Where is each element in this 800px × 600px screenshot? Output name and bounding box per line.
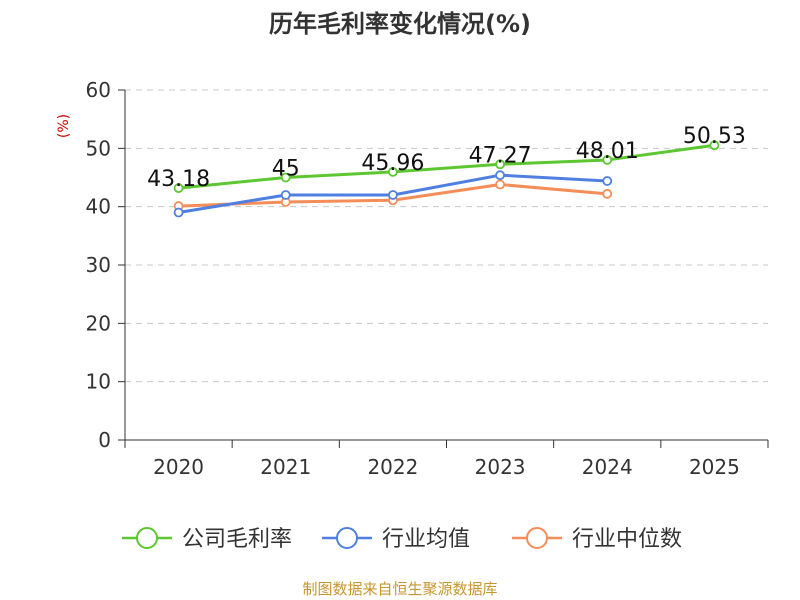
- chart-title: 历年毛利率变化情况(%): [269, 10, 531, 38]
- y-tick-label: 10: [86, 370, 111, 394]
- y-tick-label: 30: [86, 253, 111, 277]
- data-point[interactable]: [495, 179, 505, 190]
- legend[interactable]: 公司毛利率 行业均值 行业中位数: [122, 527, 682, 552]
- legend-item-2[interactable]: 行业中位数: [512, 527, 682, 552]
- legend-label: 行业中位数: [572, 527, 682, 552]
- legend-item-1[interactable]: 行业均值: [322, 527, 470, 552]
- y-tick-label: 50: [86, 136, 111, 160]
- axes: 0 10 20 30 40 50 60 2020 2021 2022 2023 2024 2025: [86, 78, 769, 479]
- x-tick-label: 2022: [367, 455, 418, 479]
- x-tick-label: 2025: [689, 455, 740, 479]
- data-point[interactable]: [602, 188, 613, 199]
- source-note: 制图数据来自恒生聚源数据库: [302, 580, 497, 598]
- data-label: 50.53: [683, 124, 746, 149]
- y-axis-unit: (%): [56, 114, 72, 138]
- data-labels: 43.18 45 45.96 47.27 48.01 50.53: [147, 124, 746, 192]
- x-tick-label: 2023: [475, 455, 526, 479]
- y-tick-label: 40: [86, 195, 111, 219]
- data-point[interactable]: [602, 176, 613, 186]
- y-tick-label: 60: [86, 78, 111, 102]
- data-label: 45: [272, 157, 300, 182]
- data-point[interactable]: [388, 190, 398, 200]
- legend-marker: [136, 527, 158, 549]
- data-point[interactable]: [709, 140, 720, 151]
- data-point[interactable]: [495, 159, 505, 170]
- y-tick-label: 0: [98, 428, 111, 452]
- legend-item-0[interactable]: 公司毛利率: [122, 527, 292, 552]
- x-tick-label: 2020: [153, 455, 204, 479]
- legend-label: 公司毛利率: [182, 527, 292, 552]
- data-point[interactable]: [495, 170, 505, 181]
- data-point[interactable]: [173, 183, 184, 194]
- data-label: 47.27: [469, 143, 532, 168]
- legend-label: 行业均值: [382, 527, 470, 552]
- data-point[interactable]: [280, 172, 291, 183]
- data-point[interactable]: [280, 190, 291, 200]
- x-tick-label: 2024: [582, 455, 633, 479]
- data-label: 43.18: [147, 167, 210, 192]
- series-line-0: [178, 143, 715, 190]
- legend-marker: [336, 527, 358, 549]
- x-tick-label: 2021: [260, 455, 311, 479]
- data-label: 48.01: [576, 139, 639, 164]
- data-label: 45.96: [361, 151, 424, 176]
- data-point[interactable]: [602, 155, 613, 165]
- y-tick-label: 20: [86, 311, 111, 335]
- legend-marker: [526, 527, 548, 549]
- data-point[interactable]: [173, 207, 184, 218]
- grid: [125, 89, 768, 383]
- series: [173, 140, 720, 218]
- data-point[interactable]: [388, 166, 398, 177]
